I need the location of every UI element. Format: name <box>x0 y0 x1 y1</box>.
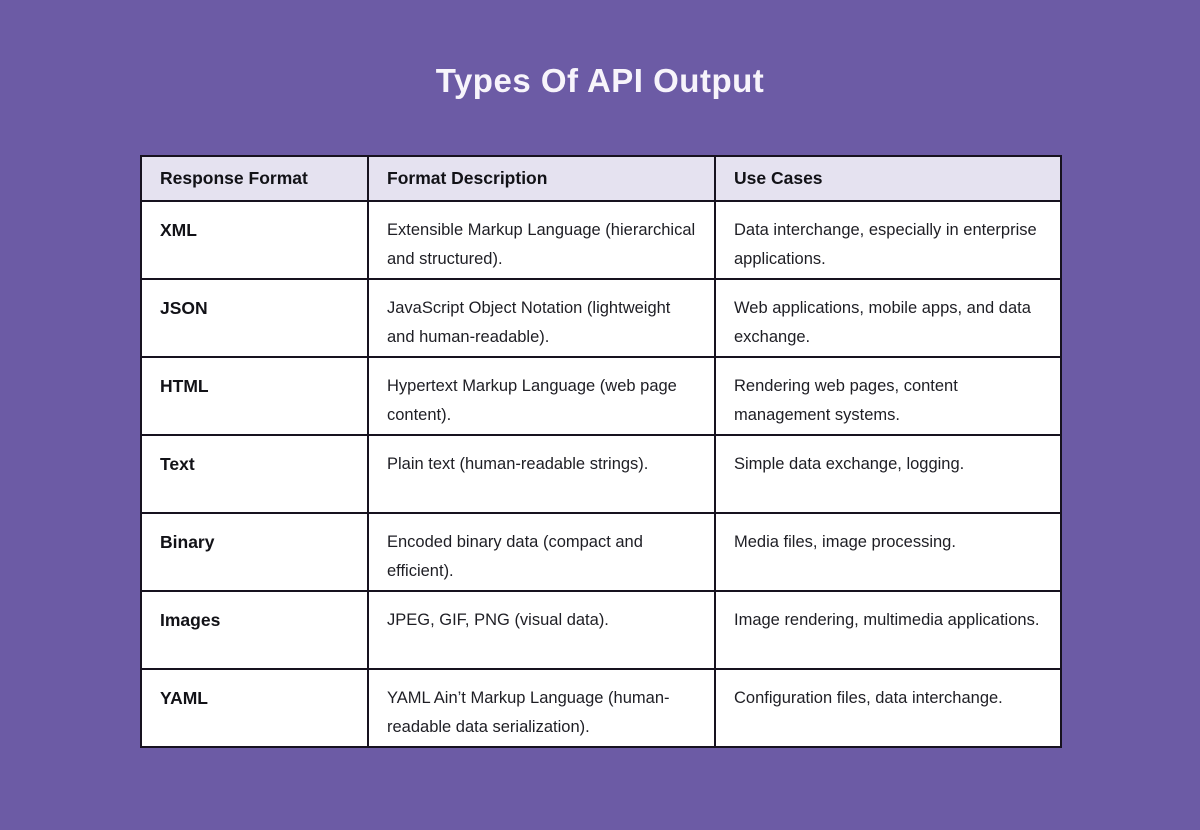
page-title: Types Of API Output <box>435 62 765 99</box>
use-cases-cell: Media files, image processing. <box>714 512 1062 592</box>
description-cell: Hypertext Markup Language (web page cont… <box>367 356 716 436</box>
column-header-response-format: Response Format <box>140 155 369 202</box>
use-cases-cell: Rendering web pages, content management … <box>714 356 1062 436</box>
table-row: XML Extensible Markup Language (hierarchi… <box>140 200 1062 280</box>
table-row: YAML YAML Ain’t Markup Language (human-re… <box>140 668 1062 748</box>
description-cell: YAML Ain’t Markup Language (human-readab… <box>367 668 716 748</box>
format-cell: YAML <box>140 668 369 748</box>
table-row: Text Plain text (human-readable strings).… <box>140 434 1062 514</box>
format-cell: HTML <box>140 356 369 436</box>
format-cell: Images <box>140 590 369 670</box>
use-cases-cell: Simple data exchange, logging. <box>714 434 1062 514</box>
description-cell: Extensible Markup Language (hierarchical… <box>367 200 716 280</box>
api-output-table: Response Format Format Description Use C… <box>140 155 1062 748</box>
table-row: Binary Encoded binary data (compact and e… <box>140 512 1062 592</box>
table-row: HTML Hypertext Markup Language (web page … <box>140 356 1062 436</box>
format-cell: JSON <box>140 278 369 358</box>
use-cases-cell: Configuration files, data interchange. <box>714 668 1062 748</box>
use-cases-cell: Data interchange, especially in enterpri… <box>714 200 1062 280</box>
description-cell: JavaScript Object Notation (lightweight … <box>367 278 716 358</box>
table-body: XML Extensible Markup Language (hierarchi… <box>140 200 1062 748</box>
table-header-row: Response Format Format Description Use C… <box>140 155 1062 202</box>
description-cell: JPEG, GIF, PNG (visual data). <box>367 590 716 670</box>
table-row: Images JPEG, GIF, PNG (visual data). Image… <box>140 590 1062 670</box>
column-header-format-description: Format Description <box>367 155 716 202</box>
use-cases-cell: Image rendering, multimedia applications… <box>714 590 1062 670</box>
format-cell: XML <box>140 200 369 280</box>
format-cell: Binary <box>140 512 369 592</box>
format-cell: Text <box>140 434 369 514</box>
column-header-use-cases: Use Cases <box>714 155 1062 202</box>
description-cell: Encoded binary data (compact and efficie… <box>367 512 716 592</box>
use-cases-cell: Web applications, mobile apps, and data … <box>714 278 1062 358</box>
table-row: JSON JavaScript Object Notation (lightwei… <box>140 278 1062 358</box>
description-cell: Plain text (human-readable strings). <box>367 434 716 514</box>
